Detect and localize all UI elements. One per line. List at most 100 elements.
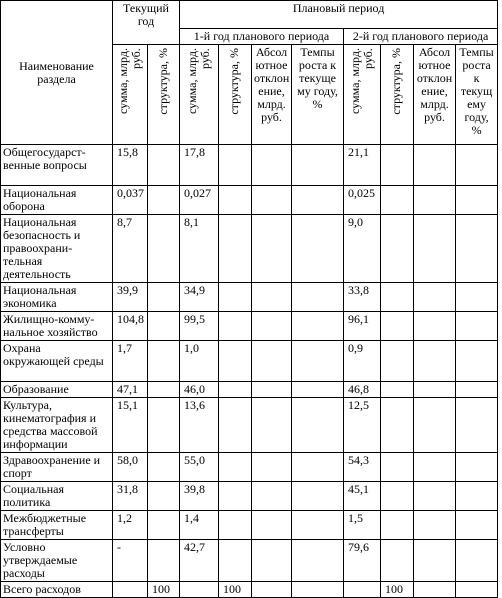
cell-y2-str <box>380 397 415 453</box>
header-y1-structure-label: структура, % <box>227 48 242 115</box>
cell-cur-sum: 8,7 <box>112 214 148 283</box>
cell-y1-abs <box>251 311 293 341</box>
cell-y1-grw <box>291 144 345 186</box>
row-section-name: Национальная оборона <box>0 185 113 215</box>
cell-y1-sum: 13,6 <box>179 397 220 453</box>
cell-y2-abs <box>413 214 457 283</box>
cell-y1-str: 100 <box>218 581 253 598</box>
table-row: Всего расходов 100 100 100 <box>0 581 499 598</box>
cell-y2-grw <box>455 340 499 382</box>
cell-y1-str <box>218 311 253 341</box>
cell-y2-grw <box>455 481 499 511</box>
cell-cur-str <box>146 381 181 398</box>
cell-y1-str <box>218 340 253 382</box>
cell-y1-grw <box>291 381 345 398</box>
cell-y2-str <box>380 185 415 215</box>
cell-y1-grw <box>291 311 345 341</box>
row-section-name: Общегосударст-венные вопросы <box>0 144 113 186</box>
cell-y1-str <box>218 510 253 540</box>
cell-cur-sum: 15,8 <box>112 144 148 186</box>
cell-y2-abs <box>413 481 457 511</box>
cell-y1-str <box>218 185 253 215</box>
header-y1-structure: структура, % <box>218 44 253 145</box>
row-section-name: Образование <box>0 381 113 398</box>
row-section-name: Охрана окружающей среды <box>0 340 113 382</box>
cell-y1-str <box>218 214 253 283</box>
cell-y2-grw <box>455 397 499 453</box>
cell-y2-sum: 54,3 <box>343 452 382 482</box>
cell-y1-sum: 0,027 <box>179 185 220 215</box>
cell-cur-sum: - <box>112 539 148 582</box>
cell-y1-abs <box>251 481 293 511</box>
cell-cur-str <box>146 539 181 582</box>
header-y2-structure-label: структура, % <box>389 48 404 115</box>
table-row: Условно утверждаемые расходы -42,7 79,6 <box>0 539 499 582</box>
cell-y1-abs <box>251 539 293 582</box>
cell-y1-str <box>218 381 253 398</box>
header-y2-sum: сумма, млрд. руб. <box>343 44 382 145</box>
cell-y2-grw <box>455 381 499 398</box>
cell-y1-abs <box>251 452 293 482</box>
cell-y1-abs <box>251 397 293 453</box>
cell-y2-grw <box>455 185 499 215</box>
cell-y2-abs <box>413 539 457 582</box>
header-section-name-label: Наименование раздела <box>19 58 94 86</box>
cell-y2-sum: 0,025 <box>343 185 382 215</box>
cell-cur-str <box>146 452 181 482</box>
table-row: Охрана окружающей среды 1,7 1,0 0,9 <box>0 340 499 382</box>
cell-y1-str <box>218 282 253 312</box>
header-year1: 1-й год планового периода <box>179 28 345 45</box>
cell-cur-sum: 0,037 <box>112 185 148 215</box>
cell-y2-str <box>380 539 415 582</box>
cell-cur-sum: 58,0 <box>112 452 148 482</box>
cell-y1-grw <box>291 214 345 283</box>
cell-y2-sum: 96,1 <box>343 311 382 341</box>
table-row: Национальная оборона 0,037 0,027 0,025 <box>0 185 499 215</box>
cell-cur-str <box>146 397 181 453</box>
cell-y1-str <box>218 452 253 482</box>
cell-y1-sum: 17,8 <box>179 144 220 186</box>
cell-cur-str <box>146 144 181 186</box>
cell-y2-sum <box>343 581 382 598</box>
table-row: Культура, кинематография и средства масс… <box>0 397 499 453</box>
cell-y2-sum: 0,9 <box>343 340 382 382</box>
header-y1-growth-label: Темпы роста к текуще му году, % <box>297 45 338 111</box>
cell-y1-abs <box>251 340 293 382</box>
table-row: Национальная экономика 39,9 34,9 33,8 <box>0 282 499 312</box>
cell-cur-sum: 39,9 <box>112 282 148 312</box>
header-year2: 2-й год планового периода <box>343 28 499 45</box>
cell-y1-sum: 46,0 <box>179 381 220 398</box>
cell-y1-sum: 99,5 <box>179 311 220 341</box>
cell-y2-grw <box>455 282 499 312</box>
row-section-name: Межбюджетные трансферты <box>0 510 113 540</box>
row-section-name: Культура, кинематография и средства масс… <box>0 397 113 453</box>
header-current-year: Текущий год <box>111 0 181 45</box>
header-y2-growth-label: Темпы роста к текущ ему году, % <box>459 45 494 137</box>
header-y1-sum: сумма, млрд. руб. <box>179 44 220 145</box>
cell-cur-str: 100 <box>146 581 181 598</box>
cell-y1-sum: 8,1 <box>179 214 220 283</box>
cell-y2-abs <box>413 282 457 312</box>
cell-y2-sum: 12,5 <box>343 397 382 453</box>
cell-y2-abs <box>413 311 457 341</box>
cell-y2-str <box>380 381 415 398</box>
cell-y1-grw <box>291 581 345 598</box>
cell-y2-str <box>380 144 415 186</box>
cell-y1-abs <box>251 510 293 540</box>
cell-y2-abs <box>413 397 457 453</box>
table-row: Социальная политика 31,8 39,8 45,1 <box>0 481 499 511</box>
header-y1-abs-dev-label: Абсол ютное отклон ение, млрд. руб. <box>254 45 290 124</box>
cell-y2-sum: 21,1 <box>343 144 382 186</box>
cell-y2-grw <box>455 510 499 540</box>
cell-y1-abs <box>251 214 293 283</box>
cell-y2-str <box>380 311 415 341</box>
row-section-name: Условно утверждаемые расходы <box>0 539 113 582</box>
cell-y1-abs <box>251 581 293 598</box>
table-body: Общегосударст-венные вопросы 15,8 17,8 21,1… <box>0 144 499 598</box>
header-planned-period: Плановый период <box>179 0 499 29</box>
cell-y1-str <box>218 481 253 511</box>
row-section-name: Жилищно-комму-нальное хозяйство <box>0 311 113 341</box>
cell-cur-str <box>146 510 181 540</box>
header-year1-label: 1-й год планового периода <box>193 29 330 43</box>
cell-y2-abs <box>413 185 457 215</box>
